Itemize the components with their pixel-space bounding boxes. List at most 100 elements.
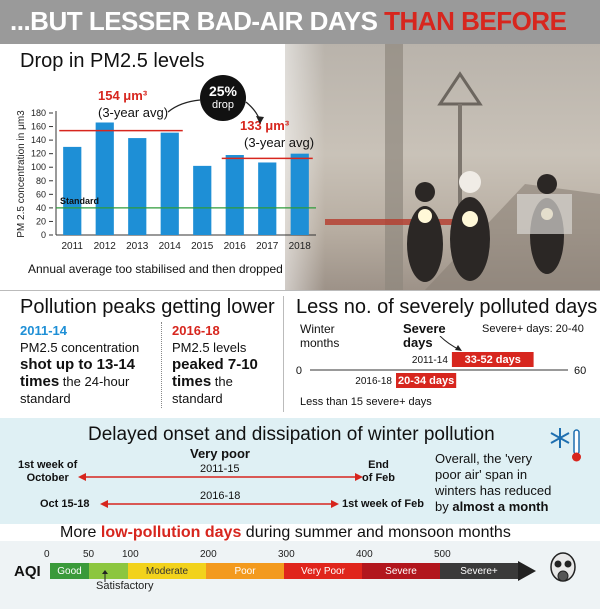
y-tick-label: 140	[31, 135, 46, 145]
x-tick-label: 2015	[191, 241, 214, 252]
smog-road-photo	[285, 44, 600, 290]
low-pollution-bold: low-pollution days	[100, 524, 242, 541]
divider	[0, 290, 600, 291]
winter-label-1: Winter	[300, 322, 335, 336]
peaks-left: 2011-14 PM2.5 concentration shot up to 1…	[20, 322, 150, 407]
snowflake-thermometer-icon	[550, 424, 582, 464]
aqi-tick-label: 400	[356, 549, 373, 560]
onset-note-4: by almost a month	[435, 499, 551, 515]
onset-row1-start1: 1st week of	[18, 459, 78, 471]
severe-bar-row2-label: 20-34 days	[398, 375, 454, 387]
peaks-right-bold: peaked 7-10	[172, 356, 258, 373]
aqi-label: AQI	[14, 563, 41, 580]
very-poor-label: Very poor	[190, 446, 250, 461]
y-tick-label: 20	[36, 216, 46, 226]
severe-days-chart: 0 60 33-52 days 2011-14 20-34 days 2016-18	[296, 336, 586, 388]
smog-road-illustration	[325, 44, 600, 290]
aqi-tick-label: 300	[278, 549, 295, 560]
x-tick-label: 2013	[126, 241, 149, 252]
standard-label: Standard	[60, 196, 99, 206]
aqi-arrow-head	[518, 561, 536, 581]
onset-row1-end2: of Feb	[362, 472, 395, 484]
severe-footnote: Less than 15 severe+ days	[300, 396, 432, 408]
winter-label-2: months	[300, 336, 340, 350]
low-pollution-text: More low-pollution days during summer an…	[60, 524, 511, 542]
aqi-tick-label: 50	[83, 549, 95, 560]
aqi-tick-label: 100	[122, 549, 139, 560]
severe-label-1: Severe	[403, 321, 446, 336]
peaks-left-tail2: standard	[20, 391, 71, 406]
y-axis-label: PM 2.5 concentration in μm3	[16, 110, 27, 238]
peaks-right-line1: PM2.5 levels	[172, 340, 247, 355]
drop-value: 25%	[208, 83, 238, 99]
bar-2013	[128, 138, 147, 235]
onset-row1-end: End of Feb	[362, 459, 395, 485]
pm25-section-title: Drop in PM2.5 levels	[20, 50, 205, 72]
onset-row2-period: 2016-18	[200, 490, 241, 502]
peaks-left-bold2: times	[20, 373, 60, 390]
callout-left-value: 154 μm³	[98, 88, 148, 103]
severe-bar-row2	[396, 373, 457, 388]
x-tick-label: 2016	[224, 241, 247, 252]
callout-right-value: 133 μm³	[240, 118, 290, 133]
peaks-right: 2016-18 PM2.5 levels peaked 7-10 times t…	[172, 322, 282, 407]
aqi-seg-severe-: Severe+	[440, 563, 518, 579]
severe-label-2: days	[403, 335, 433, 350]
bar-2014	[160, 132, 179, 235]
y-tick-label: 180	[31, 108, 46, 118]
x-tick-label: 2017	[256, 241, 279, 252]
onset-note-4-pre: by	[435, 499, 453, 514]
severe-pointer-head	[455, 345, 462, 351]
severe-bar-row1-label: 33-52 days	[465, 354, 521, 366]
aqi-seg-very-poor: Very Poor	[284, 563, 362, 579]
bar-2017	[258, 162, 277, 235]
severe-plus-range: Severe+ days: 20-40	[482, 323, 584, 335]
aqi-seg-good: Good	[50, 563, 89, 579]
onset-note-1: Overall, the 'very	[435, 451, 533, 466]
bar-2016	[225, 155, 244, 235]
aqi-seg-satisfactory	[89, 563, 128, 579]
x-tick-label: 2014	[159, 241, 182, 252]
y-tick-label: 100	[31, 162, 46, 172]
aqi-tick-label: 500	[434, 549, 451, 560]
aqi-tick-label: 200	[200, 549, 217, 560]
x-tick-label: 2011	[61, 241, 83, 252]
aqi-seg-severe: Severe	[362, 563, 440, 579]
divider-vertical	[283, 296, 284, 412]
page-title: ...BUT LESSER BAD-AIR DAYS THAN BEFORE	[10, 6, 567, 37]
pm25-bar-chart: 0 20 40 60 80 100 120 140 160 180 PM 2.5 concentra…	[16, 108, 316, 252]
onset-note-3: winters has reduced	[435, 483, 552, 498]
peaks-separator	[161, 322, 163, 408]
onset-row1-start2: October	[26, 472, 69, 484]
x-tick-label: 2018	[289, 241, 312, 252]
y-tick-label: 80	[36, 176, 46, 186]
peaks-left-tail: the 24-hour	[59, 374, 130, 389]
onset-note: Overall, the 'very poor air' span in win…	[435, 451, 551, 515]
peaks-left-year: 2011-14	[20, 323, 67, 338]
aqi-seg-moderate: Moderate	[128, 563, 206, 579]
bar-2018	[290, 153, 309, 235]
onset-row2-start: Oct 15-18	[40, 498, 90, 510]
drop-arrows	[167, 99, 264, 124]
gas-mask-icon	[548, 552, 578, 586]
onset-note-2: poor air' span in	[435, 467, 528, 482]
aqi-seg-poor: Poor	[206, 563, 284, 579]
winter-months-label: Winter months	[300, 322, 339, 350]
onset-row1-end1: End	[368, 459, 389, 471]
onset-row1-start: 1st week of October	[18, 459, 77, 485]
peaks-left-bold: shot up to 13-14	[20, 356, 136, 373]
onset-note-4-bold: almost a month	[452, 499, 549, 514]
title-part-white: ...BUT LESSER BAD-AIR DAYS	[10, 6, 385, 36]
severe-scale-min: 0	[296, 365, 302, 377]
y-tick-label: 40	[36, 203, 46, 213]
aqi-tick-label: 0	[44, 549, 50, 560]
onset-section-title: Delayed onset and dissipation of winter …	[88, 424, 495, 445]
aqi-satisfactory-label: Satisfactory	[96, 580, 154, 592]
bar-2015	[193, 165, 212, 235]
onset-row2-end: 1st week of Feb	[342, 498, 424, 510]
severe-row1-period: 2011-14	[412, 355, 448, 366]
callout-right-sub: (3-year avg)	[244, 135, 315, 150]
y-tick-label: 60	[36, 189, 46, 199]
satisfactory-pointer-icon	[102, 570, 108, 582]
low-pollution-post: during summer and monsoon months	[241, 524, 511, 541]
